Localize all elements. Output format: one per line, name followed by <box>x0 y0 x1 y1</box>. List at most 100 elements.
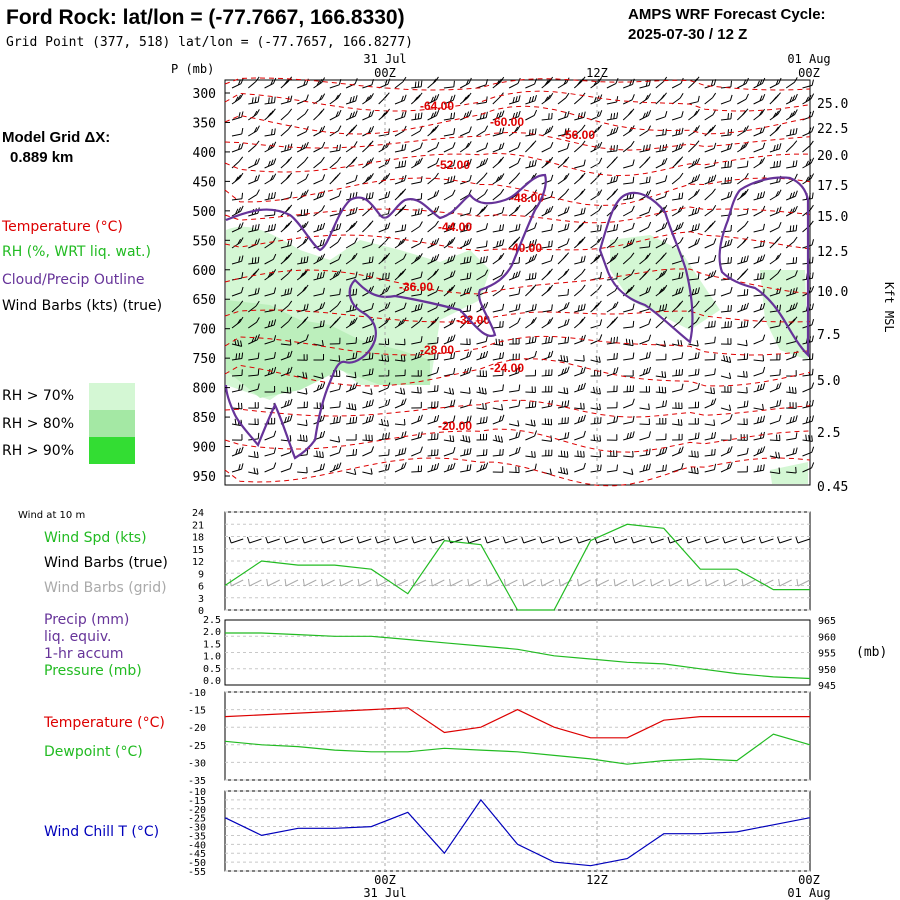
temperature-contour <box>224 399 811 418</box>
bottom-label-1: 00Z <box>374 873 396 887</box>
wind-barb <box>280 350 293 361</box>
wind-barb <box>345 110 358 121</box>
wind-barb <box>329 316 341 329</box>
wind-barb <box>247 76 260 89</box>
wind-barb <box>459 238 472 249</box>
wind-barb <box>541 112 553 121</box>
wind-barb <box>264 319 277 329</box>
wind-barb-grid <box>503 578 518 587</box>
temperature-contour-label: -20.00 <box>438 419 472 433</box>
wind-barb <box>492 239 505 249</box>
wind-barb <box>541 224 553 233</box>
wind-barb <box>541 284 554 297</box>
wind-barb <box>231 352 244 361</box>
wind-barb <box>346 337 358 345</box>
wind-barb <box>460 223 472 233</box>
temperature-contour <box>224 90 811 112</box>
wind-barb <box>394 143 407 153</box>
wind-barb-grid <box>284 578 299 587</box>
wind-barb <box>443 270 456 281</box>
wind-barb <box>769 382 782 393</box>
wind-barb <box>394 398 407 409</box>
wind-barb <box>557 417 569 425</box>
wind-barb <box>622 94 635 105</box>
wind-barb <box>459 141 472 153</box>
wind-barb <box>606 367 619 377</box>
wind-barb <box>704 288 716 297</box>
wind-barb <box>394 369 406 377</box>
temperature-contour <box>224 457 811 487</box>
temperature-contour-label: -64.00 <box>420 99 454 113</box>
wind-barb <box>639 109 652 121</box>
wind-barb <box>459 77 472 89</box>
wind-barb-true <box>246 536 262 544</box>
wind-barb <box>573 284 586 297</box>
wind-barb <box>378 108 390 121</box>
height-tick-label: 5.0 <box>817 374 840 389</box>
wind-barb <box>786 257 798 265</box>
wind-barb <box>460 272 472 281</box>
wind-barb <box>541 191 554 201</box>
wind-barb <box>346 448 358 457</box>
wind-barb <box>329 355 341 362</box>
wind-barb-true <box>429 536 445 544</box>
temperature-contour <box>224 177 811 207</box>
wind-barb <box>541 205 554 217</box>
wind-barb-grid <box>686 578 701 587</box>
wind-barb <box>655 237 668 249</box>
wind-barb <box>411 112 423 121</box>
wind-barb <box>802 446 815 457</box>
wind-barb <box>753 302 766 313</box>
wind-barb <box>802 140 814 153</box>
wind-barb <box>541 93 554 105</box>
label-wind-barbs-true: Wind Barbs (true) <box>44 555 168 571</box>
wind-barb <box>492 369 504 377</box>
wind-barb <box>427 220 439 233</box>
wind-barb <box>313 222 326 233</box>
wind-barbs-layer <box>231 76 815 476</box>
height-tick-label: 15.0 <box>817 210 848 225</box>
wind-barb <box>720 321 732 329</box>
wind-barb <box>606 434 618 441</box>
wind-barb <box>704 255 717 265</box>
label-windchill: Wind Chill T (°C) <box>44 824 159 840</box>
wind-barb <box>492 188 505 201</box>
wind-barb <box>737 289 749 297</box>
wind-barb <box>508 420 520 427</box>
wind-barb <box>460 207 472 217</box>
windchill-panel-frame <box>224 790 811 872</box>
wind-barb <box>476 223 489 233</box>
wind-barb <box>264 462 277 473</box>
wind-barb <box>574 303 586 313</box>
wind-barb <box>443 415 456 425</box>
wind-barb <box>362 303 374 313</box>
wind-barb <box>785 270 798 281</box>
wind-barb <box>476 449 488 457</box>
wind-barb <box>655 353 667 361</box>
wind-barb <box>492 414 505 425</box>
wind-barb <box>769 77 782 89</box>
temperature-contour-label: -36.00 <box>399 280 433 294</box>
wind-barb <box>753 108 765 121</box>
wind-barb-true <box>649 536 664 544</box>
wind-barb <box>443 399 456 409</box>
wind-barb-grid <box>668 578 683 587</box>
wind-barb <box>508 110 521 121</box>
wind-barb <box>508 431 521 441</box>
wind-barb <box>509 257 521 265</box>
wind-barb <box>704 463 717 473</box>
wind-barb <box>427 190 440 201</box>
wind-barb <box>541 317 554 329</box>
wind-barbs-grid <box>229 578 811 587</box>
wind-barb <box>525 222 538 233</box>
wind-barb-true <box>411 536 427 544</box>
wind-barb-grid <box>394 578 408 587</box>
wind-barb <box>394 338 406 346</box>
windchill-y-tick: -40 <box>188 840 206 851</box>
wind-barb <box>378 398 391 409</box>
top-label-2: 12Z <box>586 66 608 80</box>
wind-barb-grid <box>266 578 280 587</box>
wind-barb <box>655 386 667 394</box>
wind-barb <box>557 110 570 121</box>
bottom-label-2: 12Z <box>586 873 608 887</box>
